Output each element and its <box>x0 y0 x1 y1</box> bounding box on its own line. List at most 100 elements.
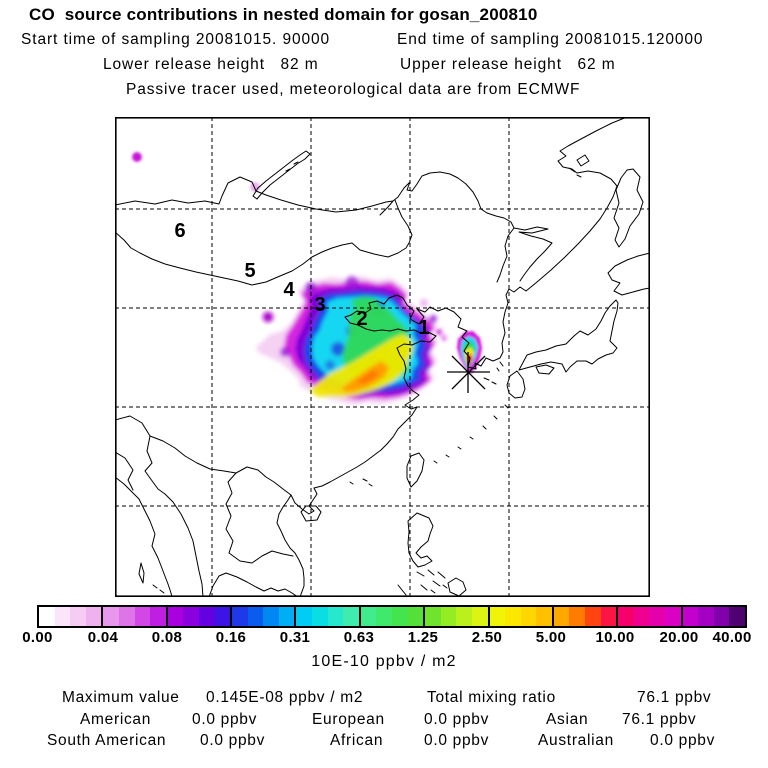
colorbar-cell <box>440 607 457 626</box>
map-panel: 6 5 4 3 2 1 <box>115 117 650 597</box>
trajectory-label-6: 6 <box>174 220 185 242</box>
trajectory-label-1: 1 <box>418 317 429 339</box>
tracer-note-text: Passive tracer used, meteorological data… <box>126 81 581 98</box>
colorbar <box>37 605 747 628</box>
colorbar-cell <box>633 607 650 626</box>
colorbar-segment <box>39 607 102 626</box>
colorbar-tick-label: 0.00 <box>22 629 53 646</box>
grid-lines <box>115 117 650 597</box>
colorbar-tick-label: 0.63 <box>343 629 375 646</box>
colorbar-cell <box>585 607 601 626</box>
colorbar-cell <box>103 607 119 626</box>
trajectory-label-3: 3 <box>314 294 325 316</box>
colorbar-cell <box>39 607 55 626</box>
max-value: 0.145E-08 ppbv / m2 <box>206 689 364 706</box>
colorbar-cell <box>376 607 392 626</box>
colorbar-cell <box>456 607 472 626</box>
colorbar-tick-label: 1.25 <box>407 629 439 646</box>
region-name-south-american: South American <box>47 732 167 749</box>
colorbar-cell <box>54 607 71 626</box>
colorbar-cell <box>649 607 666 626</box>
colorbar-segment <box>616 607 681 626</box>
colorbar-cell <box>618 607 634 626</box>
colorbar-cell <box>198 607 215 626</box>
colorbar-cell <box>682 607 699 626</box>
region-name-asian: Asian <box>546 711 589 728</box>
trajectory-labels: 6 5 4 3 2 1 <box>174 220 429 339</box>
region-value-asian: 76.1 ppbv <box>622 711 697 728</box>
colorbar-segment <box>551 607 617 626</box>
colorbar-segment <box>294 607 359 626</box>
colorbar-cell <box>183 607 199 626</box>
region-value-african: 0.0 ppbv <box>424 732 490 749</box>
colorbar-cell <box>505 607 521 626</box>
colorbar-cell <box>407 607 424 626</box>
gosan-star-marker <box>447 352 490 393</box>
total-ratio-value: 76.1 ppbv <box>637 689 712 706</box>
trajectory-label-2: 2 <box>356 308 367 330</box>
coastlines <box>115 117 650 597</box>
page-title: CO source contributions in nested domain… <box>29 5 538 24</box>
colorbar-cell <box>70 607 86 626</box>
colorbar-tick-label: 40.00 <box>712 629 752 646</box>
colorbar-tick-label: 2.50 <box>471 629 503 646</box>
colorbar-cell <box>536 607 552 626</box>
colorbar-cell <box>360 607 377 626</box>
lower-release-text: Lower release height 82 m <box>103 56 319 73</box>
max-value-label: Maximum value <box>62 689 180 706</box>
colorbar-tick-label: 0.31 <box>279 629 311 646</box>
colorbar-tick-label: 20.00 <box>659 629 699 646</box>
colorbar-cell <box>471 607 488 626</box>
colorbar-segment <box>358 607 424 626</box>
colorbar-cell <box>489 607 506 626</box>
colorbar-cell <box>343 607 359 626</box>
colorbar-cell <box>698 607 714 626</box>
colorbar-cell <box>553 607 570 626</box>
region-name-australian: Australian <box>538 732 614 749</box>
colorbar-cell <box>600 607 617 626</box>
colorbar-cell <box>150 607 166 626</box>
colorbar-cell <box>713 607 730 626</box>
colorbar-tick-label: 5.00 <box>535 629 567 646</box>
region-name-european: European <box>312 711 385 728</box>
colorbar-tick-label: 10.00 <box>595 629 635 646</box>
colorbar-cell <box>167 607 184 626</box>
colorbar-tick-label: 0.04 <box>87 629 119 646</box>
colorbar-tick-label: 0.16 <box>215 629 247 646</box>
colorbar-cell <box>569 607 586 626</box>
colorbar-segment <box>101 607 166 626</box>
colorbar-cell <box>312 607 328 626</box>
colorbar-cell <box>134 607 151 626</box>
start-time-text: Start time of sampling 20081015. 90000 <box>21 31 331 48</box>
trajectory-label-5: 5 <box>244 260 255 282</box>
map-border <box>115 117 650 597</box>
concentration-plume <box>256 276 447 405</box>
colorbar-cell <box>247 607 264 626</box>
colorbar-cell <box>665 607 681 626</box>
region-value-european: 0.0 ppbv <box>424 711 490 728</box>
colorbar-cell <box>278 607 295 626</box>
colorbar-cell <box>214 607 231 626</box>
colorbar-tick-label: 0.08 <box>151 629 183 646</box>
colorbar-cell <box>296 607 313 626</box>
region-value-american: 0.0 ppbv <box>192 711 258 728</box>
colorbar-segment <box>230 607 295 626</box>
colorbar-cell <box>520 607 537 626</box>
colorbar-cell <box>327 607 344 626</box>
upper-release-text: Upper release height 62 m <box>400 56 616 73</box>
colorbar-cell <box>85 607 102 626</box>
region-name-african: African <box>330 732 384 749</box>
isolated-cells <box>132 152 275 324</box>
colorbar-cell <box>729 607 745 626</box>
total-ratio-label: Total mixing ratio <box>427 689 556 706</box>
colorbar-segment <box>423 607 488 626</box>
region-name-american: American <box>80 711 152 728</box>
colorbar-segment <box>487 607 552 626</box>
region-value-australian: 0.0 ppbv <box>650 732 716 749</box>
region-value-south-american: 0.0 ppbv <box>200 732 266 749</box>
colorbar-cell <box>391 607 408 626</box>
colorbar-cell <box>232 607 248 626</box>
colorbar-segment <box>165 607 231 626</box>
colorbar-cell <box>425 607 441 626</box>
